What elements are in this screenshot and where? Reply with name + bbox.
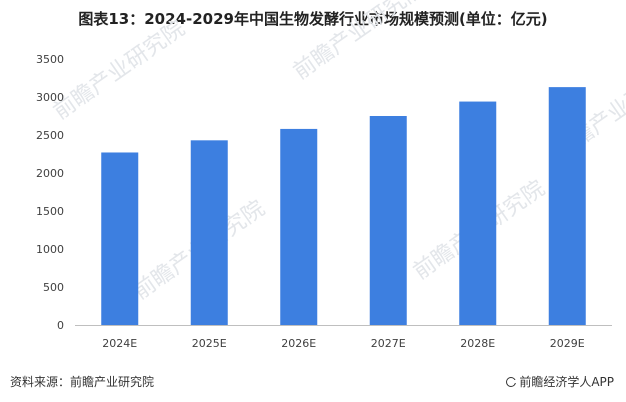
x-tick-label: 2027E xyxy=(371,337,406,350)
x-tick-label: 2026E xyxy=(281,337,316,350)
x-tick-label: 2028E xyxy=(460,337,495,350)
x-tick-label: 2025E xyxy=(192,337,227,350)
y-tick-label: 1000 xyxy=(36,243,64,256)
y-tick-label: 2000 xyxy=(36,167,64,180)
bar-2027E xyxy=(369,116,407,325)
bar-2026E xyxy=(280,128,318,325)
bars xyxy=(101,87,586,326)
chart-title: 图表13：2024-2029年中国生物发酵行业市场规模预测(单位：亿元) xyxy=(78,10,548,28)
y-tick-label: 3500 xyxy=(36,53,64,66)
bar-2025E xyxy=(190,140,228,325)
brand-note: 前瞻经济学人APP xyxy=(506,373,614,390)
x-axis: 2024E 2025E 2026E 2027E 2028E 2029E xyxy=(75,325,612,350)
y-tick-label: 1500 xyxy=(36,205,64,218)
watermark-text: 前瞻产业研究院 xyxy=(49,16,190,125)
brand-logo-icon xyxy=(506,377,518,387)
source-note: 资料来源：前瞻产业研究院 xyxy=(10,375,155,389)
bar-2024E xyxy=(101,152,139,325)
y-tick-label: 500 xyxy=(43,281,64,294)
y-tick-label: 3000 xyxy=(36,91,64,104)
y-tick-label: 2500 xyxy=(36,129,64,142)
bar-2028E xyxy=(459,101,497,325)
y-axis: 0 500 1000 1500 2000 2500 3000 3500 xyxy=(36,53,64,332)
y-tick-label: 0 xyxy=(57,319,64,332)
bar-2029E xyxy=(548,87,586,326)
watermark-text: 前瞻产业研究院 xyxy=(289,0,430,85)
x-tick-label: 2024E xyxy=(102,337,137,350)
x-tick-label: 2029E xyxy=(550,337,585,350)
brand-label: 前瞻经济学人APP xyxy=(519,375,614,389)
